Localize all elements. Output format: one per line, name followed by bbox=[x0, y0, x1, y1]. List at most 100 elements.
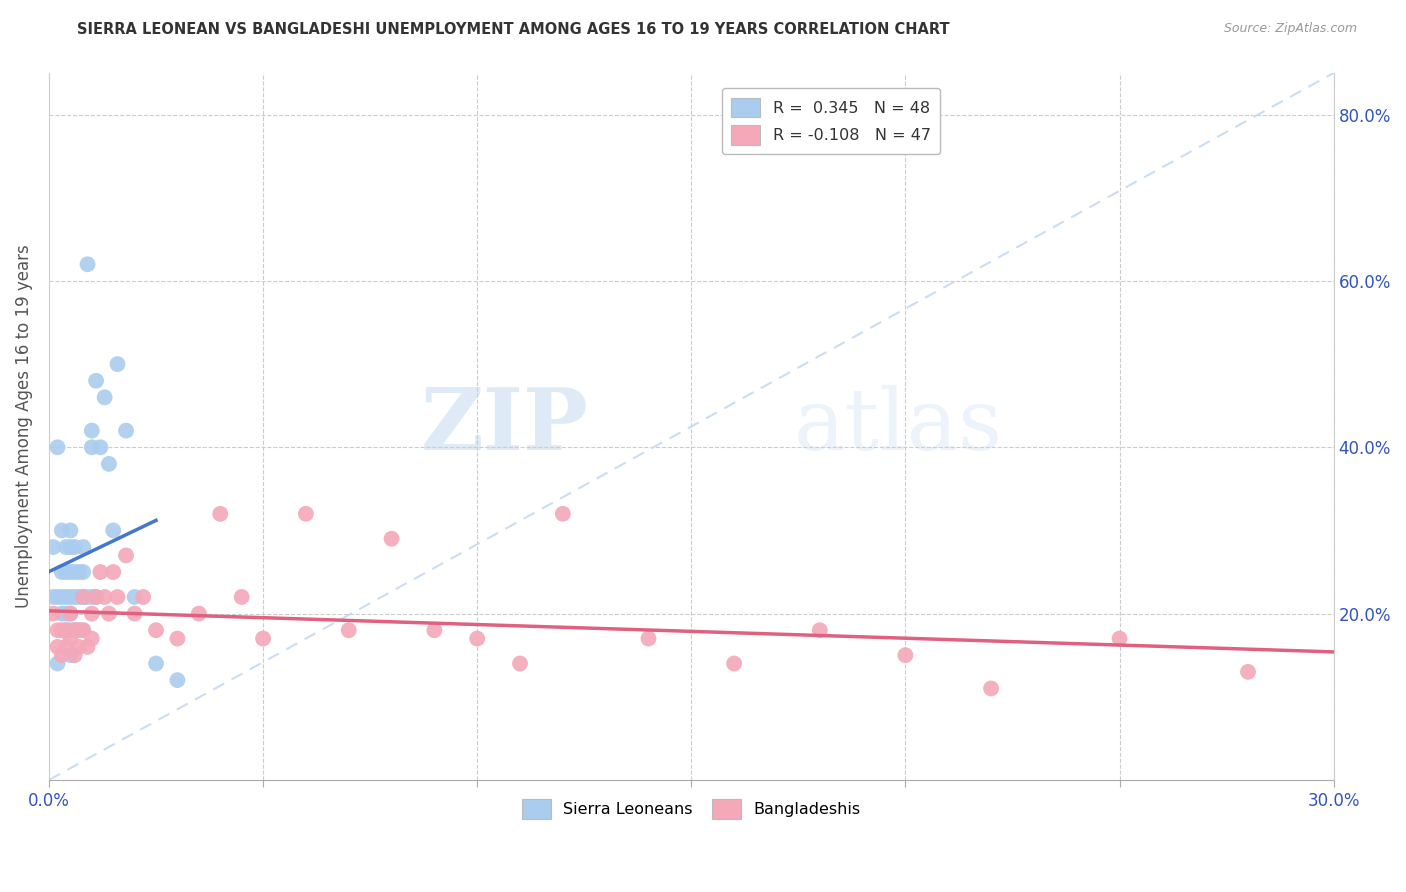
Point bbox=[55, 565, 77, 579]
Point bbox=[55, 590, 77, 604]
Point bbox=[166, 632, 188, 646]
Point bbox=[124, 590, 146, 604]
Point bbox=[231, 590, 253, 604]
Point bbox=[1108, 632, 1130, 646]
Point bbox=[124, 607, 146, 621]
Point bbox=[59, 607, 82, 621]
Point bbox=[93, 590, 115, 604]
Point bbox=[509, 657, 531, 671]
Point bbox=[295, 507, 318, 521]
Point bbox=[72, 540, 94, 554]
Point bbox=[67, 624, 90, 638]
Point bbox=[51, 590, 73, 604]
Point bbox=[132, 590, 155, 604]
Text: SIERRA LEONEAN VS BANGLADESHI UNEMPLOYMENT AMONG AGES 16 TO 19 YEARS CORRELATION: SIERRA LEONEAN VS BANGLADESHI UNEMPLOYME… bbox=[77, 22, 950, 37]
Point bbox=[80, 632, 103, 646]
Point bbox=[115, 549, 138, 563]
Point bbox=[808, 624, 831, 638]
Point bbox=[51, 565, 73, 579]
Point bbox=[80, 424, 103, 438]
Point bbox=[55, 640, 77, 654]
Point bbox=[59, 648, 82, 663]
Point bbox=[89, 440, 111, 454]
Point bbox=[51, 524, 73, 538]
Point bbox=[46, 440, 69, 454]
Point bbox=[76, 590, 98, 604]
Text: Source: ZipAtlas.com: Source: ZipAtlas.com bbox=[1223, 22, 1357, 36]
Point bbox=[51, 607, 73, 621]
Point bbox=[59, 632, 82, 646]
Point bbox=[67, 590, 90, 604]
Point bbox=[145, 624, 167, 638]
Point bbox=[46, 624, 69, 638]
Point bbox=[115, 424, 138, 438]
Point bbox=[103, 565, 125, 579]
Point bbox=[63, 624, 86, 638]
Point bbox=[97, 457, 120, 471]
Point bbox=[55, 540, 77, 554]
Point bbox=[63, 540, 86, 554]
Point bbox=[67, 640, 90, 654]
Point bbox=[72, 624, 94, 638]
Point bbox=[80, 590, 103, 604]
Point bbox=[76, 640, 98, 654]
Point bbox=[80, 607, 103, 621]
Point bbox=[46, 590, 69, 604]
Point bbox=[59, 624, 82, 638]
Point bbox=[72, 590, 94, 604]
Point bbox=[59, 565, 82, 579]
Point bbox=[894, 648, 917, 663]
Point bbox=[55, 624, 77, 638]
Point bbox=[93, 390, 115, 404]
Point bbox=[252, 632, 274, 646]
Point bbox=[465, 632, 488, 646]
Point bbox=[380, 532, 402, 546]
Y-axis label: Unemployment Among Ages 16 to 19 years: Unemployment Among Ages 16 to 19 years bbox=[15, 244, 32, 608]
Point bbox=[980, 681, 1002, 696]
Point bbox=[107, 590, 129, 604]
Point bbox=[42, 590, 65, 604]
Point bbox=[1237, 665, 1260, 679]
Text: atlas: atlas bbox=[794, 384, 1004, 468]
Point bbox=[72, 590, 94, 604]
Point bbox=[145, 657, 167, 671]
Point bbox=[42, 607, 65, 621]
Point bbox=[59, 607, 82, 621]
Point bbox=[63, 590, 86, 604]
Point bbox=[59, 540, 82, 554]
Point bbox=[209, 507, 232, 521]
Point bbox=[84, 590, 107, 604]
Point bbox=[107, 357, 129, 371]
Point bbox=[51, 648, 73, 663]
Point bbox=[63, 648, 86, 663]
Point bbox=[89, 565, 111, 579]
Point bbox=[55, 624, 77, 638]
Point bbox=[67, 624, 90, 638]
Point bbox=[187, 607, 209, 621]
Point bbox=[723, 657, 745, 671]
Point bbox=[46, 657, 69, 671]
Legend: Sierra Leoneans, Bangladeshis: Sierra Leoneans, Bangladeshis bbox=[516, 793, 868, 825]
Point bbox=[63, 624, 86, 638]
Point bbox=[551, 507, 574, 521]
Point bbox=[46, 640, 69, 654]
Point bbox=[166, 673, 188, 687]
Point bbox=[84, 590, 107, 604]
Text: ZIP: ZIP bbox=[420, 384, 589, 468]
Point bbox=[423, 624, 446, 638]
Point bbox=[55, 607, 77, 621]
Point bbox=[103, 524, 125, 538]
Point bbox=[80, 440, 103, 454]
Point bbox=[97, 607, 120, 621]
Point bbox=[72, 624, 94, 638]
Point bbox=[51, 624, 73, 638]
Point bbox=[59, 524, 82, 538]
Point bbox=[337, 624, 360, 638]
Point bbox=[637, 632, 659, 646]
Point bbox=[67, 565, 90, 579]
Point bbox=[84, 374, 107, 388]
Point bbox=[72, 565, 94, 579]
Point bbox=[63, 565, 86, 579]
Point bbox=[59, 590, 82, 604]
Point bbox=[76, 257, 98, 271]
